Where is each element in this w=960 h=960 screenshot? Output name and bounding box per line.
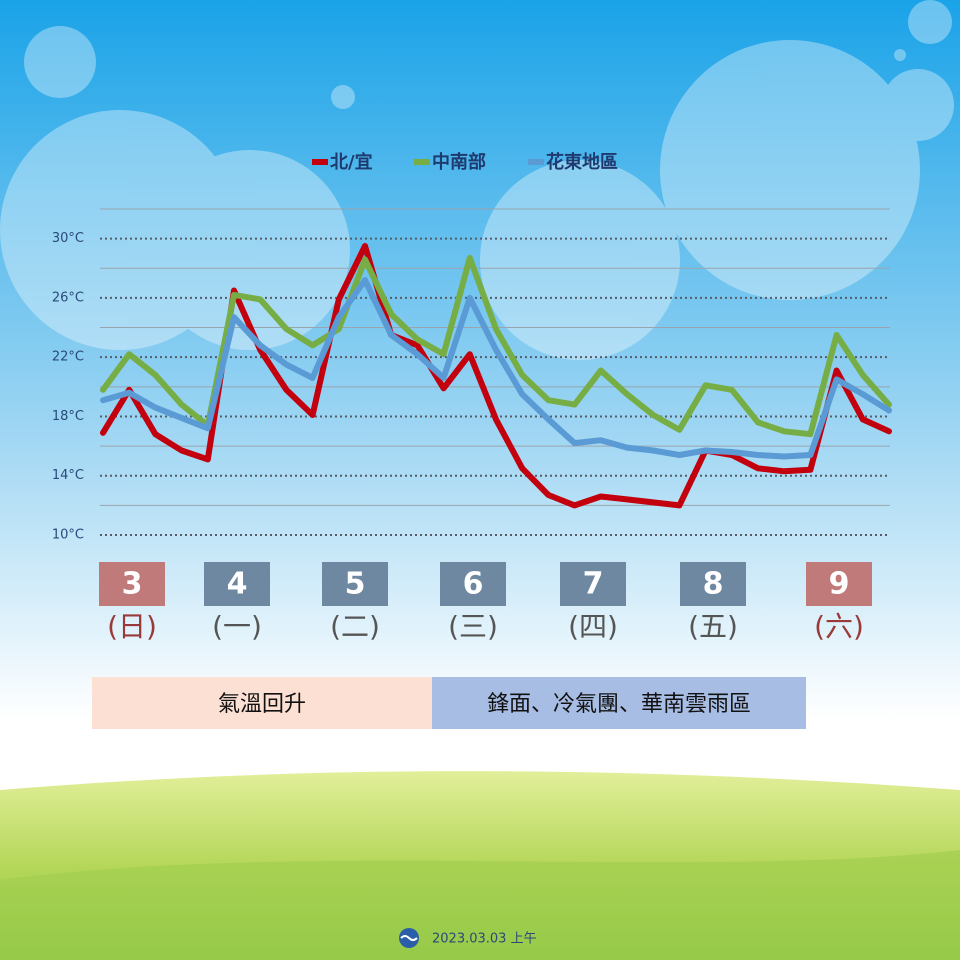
temperature-line (100, 243, 892, 509)
clouds (0, 0, 954, 360)
y-tick-label: 22°C (52, 350, 84, 365)
day-box (680, 562, 746, 606)
footer: 2023.03.03 上午 (432, 932, 537, 947)
temperature-line (100, 254, 892, 438)
day-date: 7 (583, 567, 604, 602)
day-weekday: (五) (688, 610, 738, 643)
logo (399, 928, 419, 948)
day-box (322, 562, 388, 606)
day-box (806, 562, 872, 606)
day-box (204, 562, 270, 606)
y-tick-label: 18°C (52, 409, 84, 424)
y-tick-label: 14°C (52, 468, 84, 483)
day-weekday: (日) (107, 610, 157, 643)
day-date: 3 (122, 567, 143, 602)
day-date: 9 (829, 567, 850, 602)
temperature-line (100, 277, 892, 460)
legend-label: 中南部 (432, 151, 486, 173)
annotation-band (432, 677, 806, 729)
legend-label: 北/宜 (330, 151, 373, 173)
day-date: 4 (227, 567, 248, 602)
day-weekday: (二) (330, 610, 380, 643)
grass-front (0, 850, 960, 960)
y-tick-label: 30°C (52, 231, 84, 246)
y-tick-label: 10°C (52, 528, 84, 543)
day-date: 6 (463, 567, 484, 602)
day-box (440, 562, 506, 606)
day-date: 8 (703, 567, 724, 602)
y-tick-label: 26°C (52, 290, 84, 305)
annotation-text: 氣溫回升 (218, 692, 306, 717)
day-date: 5 (345, 567, 366, 602)
day-weekday: (一) (212, 610, 262, 643)
annotation-band (92, 677, 432, 729)
day-box (99, 562, 165, 606)
legend-label: 花東地區 (546, 151, 618, 173)
day-box (560, 562, 626, 606)
day-weekday: (六) (814, 610, 864, 643)
day-weekday: (四) (568, 610, 618, 643)
day-weekday: (三) (448, 610, 498, 643)
annotation-text: 鋒面、冷氣團、華南雲雨區 (487, 692, 751, 717)
